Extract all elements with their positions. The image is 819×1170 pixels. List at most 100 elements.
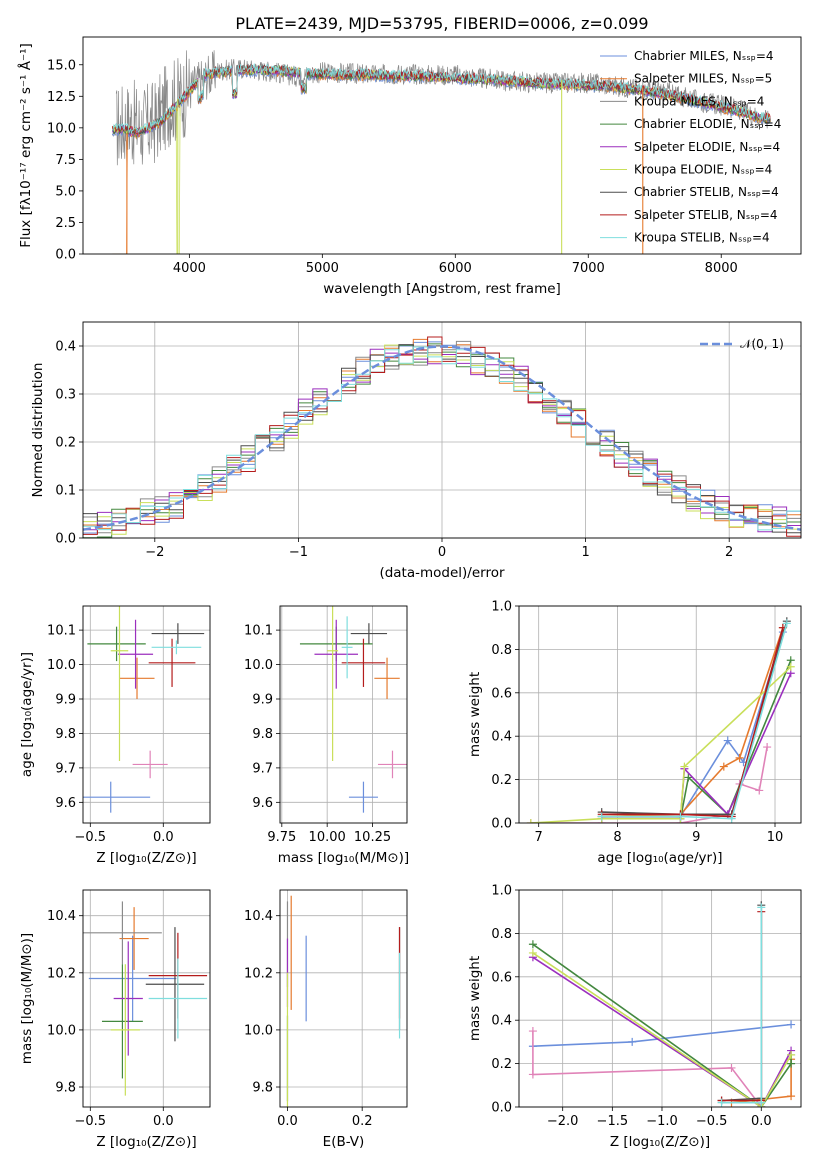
age_weight-xtick-label: 7: [535, 830, 543, 845]
weight-marker: [528, 940, 537, 949]
mass_age-xtick-label: 10.00: [309, 830, 346, 845]
ebv_mass-ytick-label: 10.0: [244, 1023, 273, 1038]
legend-normal-label: 𝒩(0, 1): [740, 337, 784, 351]
z_age-ytick-label: 10.0: [47, 658, 76, 673]
legend-label-6: Chabrier STELIB, Nₛₛₚ=4: [634, 185, 779, 199]
age_weight-ytick-label: 0.6: [491, 686, 512, 701]
weight-line-3: [532, 943, 792, 1107]
histogram-step-8: [83, 346, 801, 531]
mass_age-xtick-label: 10.25: [354, 830, 391, 845]
weight-marker: [676, 812, 685, 821]
weight-marker: [684, 773, 693, 782]
legend-label-7: Salpeter STELIB, Nₛₛₚ=4: [634, 208, 778, 222]
spectrum-panel: 4000 5000 6000 7000 8000 0.0 2.5 5.0 7.5 10.0 12.5…: [17, 36, 802, 297]
age_weight-plot-area: [526, 617, 795, 823]
z_age-ytick-label: 10.1: [47, 624, 76, 639]
z_mass-ytick-label: 9.8: [55, 1081, 76, 1096]
legend-label-4: Salpeter ELODIE, Nₛₛₚ=4: [634, 140, 780, 154]
z_weight-x-axis-label: Z [log₁₀(Z/Z⊙)]: [610, 1134, 710, 1150]
z_weight-xtick-label: −0.5: [696, 1114, 728, 1129]
z_mass-frame: [82, 889, 211, 1108]
weight-marker: [757, 903, 766, 912]
spectrum-xtick-label: 4000: [173, 261, 206, 276]
residual-xtick-label: 2: [725, 545, 733, 560]
z_mass-x-axis-label: Z [log₁₀(Z/Z⊙)]: [96, 1134, 196, 1150]
mass_age-ytick-label: 10.0: [244, 658, 273, 673]
legend-label-1: Salpeter MILES, Nₛₛₚ=5: [634, 72, 772, 86]
z_age-plot-area: [83, 606, 205, 813]
residual-ytick-label: 0.4: [55, 340, 76, 355]
weight-marker: [786, 662, 795, 671]
weight-line-8: [601, 623, 788, 820]
z_age-x-axis-label: Z [log₁₀(Z/Z⊙)]: [96, 850, 196, 866]
z_mass-xtick-label: −0.5: [75, 1114, 107, 1129]
z_age-ytick-label: 9.7: [55, 761, 76, 776]
age_weight-xtick-label: 10: [767, 830, 784, 845]
z_weight-plot-area: [528, 901, 796, 1107]
weight-marker: [680, 762, 689, 771]
age_weight-ytick-label: 1.0: [491, 600, 512, 615]
age_weight-x-axis-label: age [log₁₀(age/yr)]: [597, 850, 722, 866]
mass_age-plot-area: [299, 606, 407, 813]
legend-label-2: Kroupa MILES, Nₛₛₚ=4: [634, 94, 764, 108]
residual-xtick-label: −1: [289, 545, 308, 560]
z_weight-y-axis-label: mass weight: [467, 956, 483, 1041]
z_mass-xtick-label: 0.0: [153, 1114, 174, 1129]
z_age-panel: −0.5 0.0 9.6 9.7 9.8 9.9 10.0 10.1 Z [log₁₀(Z/Z⊙…: [19, 605, 211, 866]
mass_age-ytick-label: 9.9: [252, 693, 273, 708]
weight-marker: [528, 1027, 537, 1036]
ebv_mass-panel: 0.0 0.2 9.8 10.0 10.2 10.4 E(B-V): [244, 889, 408, 1150]
spectrum-xtick-label: 5000: [306, 261, 339, 276]
weight-line-7: [601, 627, 784, 818]
age_weight-ytick-label: 0.0: [491, 817, 512, 832]
figure-title: PLATE=2439, MJD=53795, FIBERID=0006, z=0…: [235, 14, 648, 33]
spectrum-frame: [82, 36, 802, 255]
model-spectrum-8: [111, 63, 771, 135]
mass_age-xtick-label: 9.75: [267, 830, 296, 845]
spectrum-x-axis-label: wavelength [Angstrom, rest frame]: [323, 281, 561, 297]
z_age-ytick-label: 9.6: [55, 796, 76, 811]
weight-marker: [787, 1050, 796, 1059]
residual-frame: [82, 321, 802, 539]
residual-panel: −2 −1 0 1 2 0.0 0.1 0.2 0.3 0.4 (data-model)/error…: [30, 321, 802, 581]
mass_age-grid: [280, 606, 407, 823]
ebv_mass-frame: [279, 889, 408, 1108]
weight-marker: [723, 736, 732, 745]
legend-label-8: Kroupa STELIB, Nₛₛₚ=4: [634, 231, 770, 245]
spectrum-ytick-label: 2.5: [55, 216, 76, 231]
residual-xtick-label: 0: [438, 545, 446, 560]
weight-marker: [719, 762, 728, 771]
weight-marker: [757, 1098, 766, 1107]
ebv_mass-x-axis-label: E(B-V): [323, 1134, 365, 1150]
spectrum-ytick-label: 12.5: [47, 90, 76, 105]
weight-marker: [717, 1098, 726, 1107]
weight-marker: [755, 786, 764, 795]
histogram-step-7: [83, 336, 801, 537]
age_weight-frame: [518, 605, 802, 824]
normal-curve: [83, 345, 801, 531]
age_weight-xtick-label: 9: [692, 830, 700, 845]
weight-marker: [763, 743, 772, 752]
weight-marker: [597, 812, 606, 821]
weight-line-4: [532, 956, 792, 1107]
weight-marker: [782, 619, 791, 628]
z_mass-y-axis-label: mass [log₁₀(M/M⊙)]: [19, 933, 35, 1064]
spectrum-ytick-label: 7.5: [55, 153, 76, 168]
z_mass-panel: −0.5 0.0 9.8 10.0 10.2 10.4 Z [log₁₀(Z/Z⊙)] mas…: [19, 889, 211, 1150]
spectrum-y-axis-label: Flux [fλ10⁻¹⁷ erg cm⁻² s⁻¹ Å⁻¹]: [17, 43, 34, 248]
spectrum-ytick-label: 0.0: [55, 248, 76, 263]
weight-marker: [528, 1070, 537, 1079]
ebv_mass-ytick-label: 10.2: [244, 966, 273, 981]
z_weight-xtick-label: 0.0: [751, 1114, 772, 1129]
residual-ytick-label: 0.1: [55, 484, 76, 499]
weight-marker: [526, 819, 535, 823]
weight-marker: [628, 1037, 637, 1046]
z_mass-ytick-label: 10.4: [47, 909, 76, 924]
z_age-xtick-label: 0.0: [153, 830, 174, 845]
ebv_mass-xtick-label: 0.0: [277, 1114, 298, 1129]
spectrum-plot-area: [111, 50, 771, 254]
weight-marker: [787, 1020, 796, 1029]
spectrum-ytick-label: 5.0: [55, 184, 76, 199]
weight-marker: [727, 814, 736, 823]
